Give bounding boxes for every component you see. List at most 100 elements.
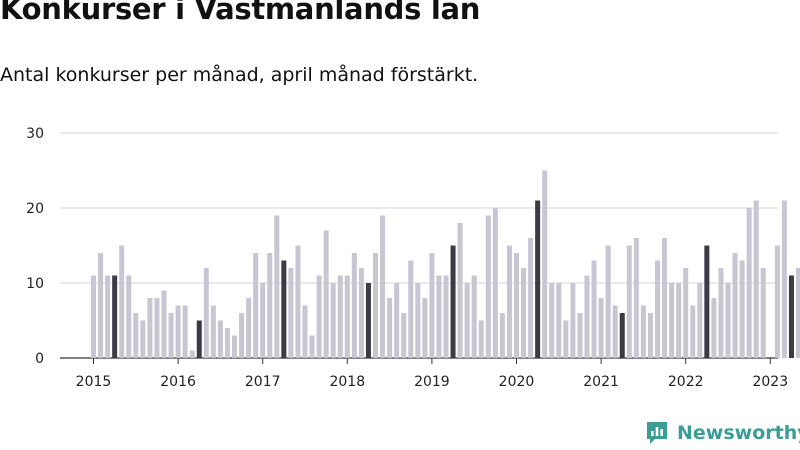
- bar: [563, 320, 569, 358]
- bar: [295, 245, 301, 358]
- bar: [760, 268, 766, 358]
- bar: [91, 275, 96, 358]
- bar: [598, 298, 604, 358]
- bar: [774, 245, 780, 358]
- bar: [796, 268, 800, 358]
- bar: [309, 335, 315, 358]
- bar: [253, 253, 259, 358]
- bar-april: [281, 260, 287, 358]
- bar: [591, 260, 597, 358]
- bar: [133, 313, 139, 358]
- bar-april: [788, 275, 794, 358]
- bar: [224, 328, 230, 358]
- bar: [267, 253, 273, 358]
- bar: [683, 268, 689, 358]
- bar: [549, 283, 555, 358]
- bar: [232, 335, 237, 358]
- x-tick-label: 2017: [245, 374, 281, 390]
- bar: [154, 298, 160, 358]
- x-tick-label: 2019: [414, 374, 450, 390]
- bar: [457, 223, 463, 358]
- x-tick-label: 2023: [752, 374, 788, 390]
- x-tick-label: 2020: [499, 374, 535, 390]
- bar: [415, 283, 421, 358]
- y-tick-label: 20: [26, 201, 44, 217]
- bar: [316, 275, 322, 358]
- bar: [246, 298, 252, 358]
- bar: [746, 208, 752, 358]
- bar: [182, 305, 188, 358]
- bar: [781, 200, 787, 358]
- bar: [542, 170, 548, 358]
- bar: [274, 215, 280, 358]
- bar: [640, 305, 646, 358]
- bar: [260, 283, 266, 358]
- bar: [711, 298, 717, 358]
- bar-april: [365, 283, 371, 358]
- bar: [422, 298, 428, 358]
- bar: [401, 313, 407, 358]
- bar: [739, 260, 745, 358]
- bar: [492, 208, 498, 358]
- bar: [626, 245, 632, 358]
- bar: [394, 283, 400, 358]
- newsworthy-logo-icon: [647, 422, 667, 444]
- x-tick-label: 2016: [160, 374, 196, 390]
- bar: [732, 253, 738, 358]
- bar: [725, 283, 731, 358]
- y-tick-label: 0: [35, 351, 44, 367]
- bar: [676, 283, 682, 358]
- bar: [98, 253, 104, 358]
- bar: [499, 313, 505, 358]
- bar: [161, 290, 167, 358]
- bar: [302, 305, 308, 358]
- bar: [506, 245, 512, 358]
- bar: [408, 260, 414, 358]
- bar: [358, 268, 364, 358]
- bar: [175, 305, 181, 358]
- y-tick-label: 30: [26, 126, 44, 142]
- x-tick-label: 2022: [668, 374, 704, 390]
- bar: [577, 313, 583, 358]
- bar: [690, 305, 696, 358]
- bar: [556, 283, 562, 358]
- bar-april: [704, 245, 710, 358]
- bar: [105, 275, 111, 358]
- bar: [464, 283, 470, 358]
- bar: [718, 268, 724, 358]
- x-tick-label: 2015: [76, 374, 112, 390]
- bar: [633, 238, 639, 358]
- bar: [478, 320, 484, 358]
- bar: [753, 200, 759, 358]
- chart-title: Konkurser i Västmanlands län: [0, 0, 481, 26]
- y-tick-label: 10: [26, 276, 44, 292]
- bar: [528, 238, 534, 358]
- bar: [647, 313, 653, 358]
- bar: [323, 230, 329, 358]
- bar: [443, 275, 449, 358]
- bar: [239, 313, 245, 358]
- bar: [168, 313, 174, 358]
- bar: [140, 320, 146, 358]
- bar: [605, 245, 611, 358]
- bar: [330, 283, 336, 358]
- bar: [662, 238, 668, 358]
- bar-april: [450, 245, 456, 358]
- bar: [570, 283, 576, 358]
- bar-april: [619, 313, 625, 358]
- bar: [380, 215, 386, 358]
- bar: [147, 298, 153, 358]
- x-tick-label: 2018: [329, 374, 365, 390]
- bar: [429, 253, 435, 358]
- bar: [584, 275, 590, 358]
- bar: [471, 275, 477, 358]
- x-tick-label: 2021: [583, 374, 619, 390]
- brand-name: Newsworthy: [677, 422, 800, 444]
- bar-april: [112, 275, 118, 358]
- bar: [655, 260, 660, 358]
- bar: [521, 268, 527, 358]
- bar: [288, 268, 294, 358]
- bar: [485, 215, 491, 358]
- bar: [337, 275, 343, 358]
